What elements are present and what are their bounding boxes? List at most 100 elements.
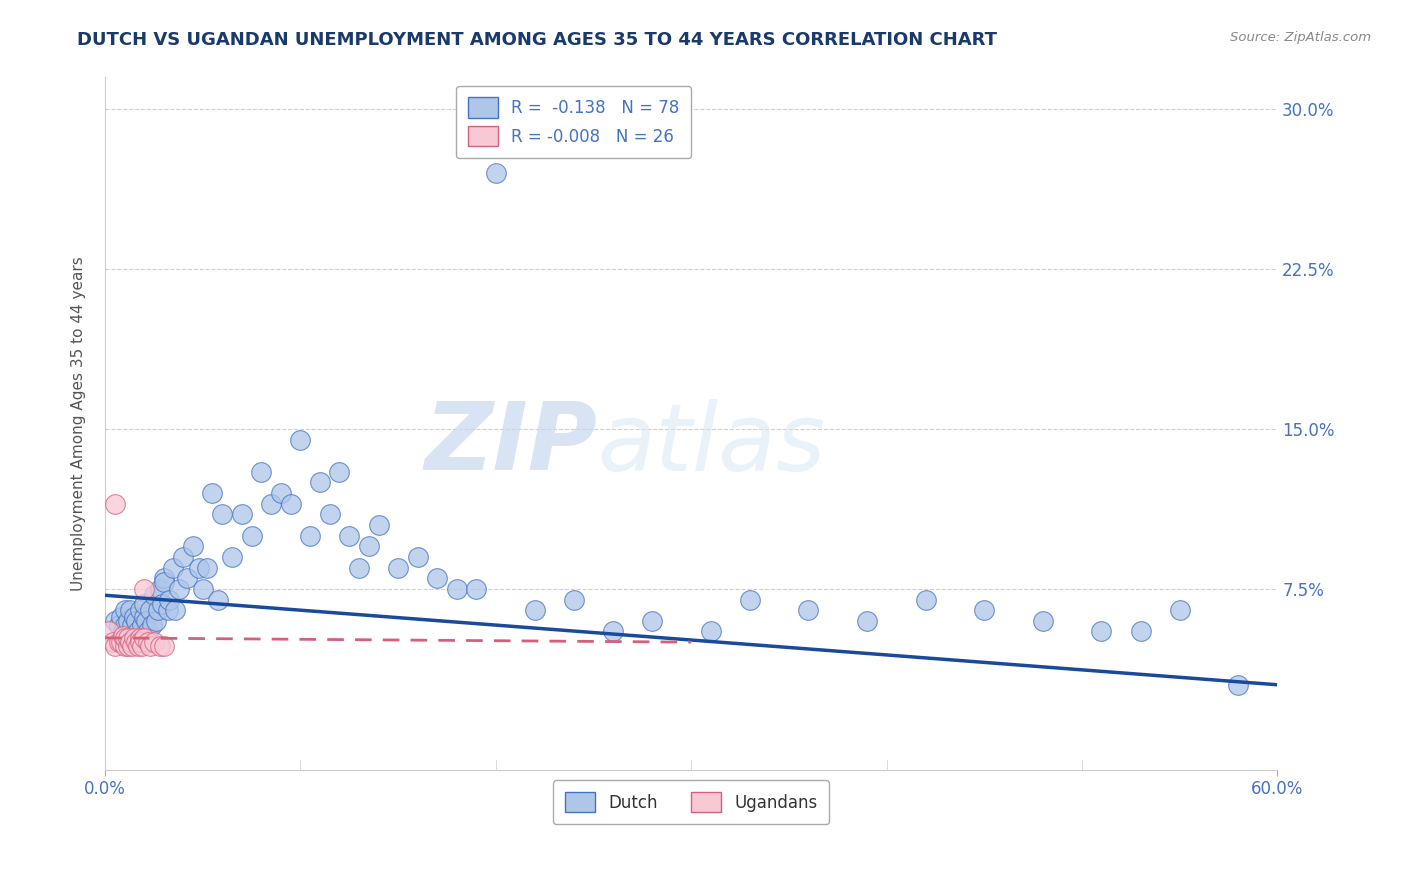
Point [641,614,664,628]
Point [142,635,165,649]
Point [129,635,152,649]
Point [562,592,585,607]
Point [1090,624,1112,639]
Point [139,640,162,654]
Point [231,508,253,522]
Point [309,475,332,490]
Point [120,635,142,649]
Point [97,624,120,639]
Point [146,603,169,617]
Point [1129,624,1152,639]
Y-axis label: Unemployment Among Ages 35 to 44 years: Unemployment Among Ages 35 to 44 years [72,256,86,591]
Point [132,582,155,596]
Point [114,640,136,654]
Point [127,640,149,654]
Point [290,433,312,447]
Point [129,631,152,645]
Point [738,592,761,607]
Point [699,624,721,639]
Point [347,560,370,574]
Point [136,624,159,639]
Point [104,614,127,628]
Text: Source: ZipAtlas.com: Source: ZipAtlas.com [1230,31,1371,45]
Point [1168,603,1191,617]
Point [101,635,124,649]
Point [328,465,350,479]
Point [114,631,136,645]
Point [145,614,167,628]
Point [114,603,136,617]
Point [131,640,153,654]
Point [240,528,263,542]
Point [523,603,546,617]
Point [602,624,624,639]
Point [159,592,181,607]
Point [110,635,132,649]
Point [110,609,132,624]
Point [132,597,155,611]
Point [124,631,146,645]
Point [201,486,224,500]
Point [367,517,389,532]
Point [250,465,273,479]
Point [121,618,143,632]
Point [181,539,204,553]
Point [1032,614,1054,628]
Point [120,603,142,617]
Point [167,582,190,596]
Point [152,640,174,654]
Point [426,571,449,585]
Point [856,614,879,628]
Point [973,603,995,617]
Point [207,592,229,607]
Point [104,640,127,654]
Point [260,497,283,511]
Point [141,618,163,632]
Point [152,571,174,585]
Point [337,528,360,542]
Point [165,603,187,617]
Point [132,609,155,624]
Point [172,549,194,564]
Point [121,640,143,654]
Point [111,624,134,639]
Point [142,588,165,602]
Point [117,640,139,654]
Point [1227,678,1250,692]
Point [914,592,936,607]
Point [107,635,129,649]
Point [357,539,380,553]
Point [104,497,127,511]
Point [114,618,136,632]
Point [132,631,155,645]
Point [280,497,302,511]
Legend: Dutch, Ugandans: Dutch, Ugandans [553,780,830,824]
Point [299,528,322,542]
Point [387,560,409,574]
Point [136,635,159,649]
Point [111,629,134,643]
Point [485,166,508,180]
Point [129,603,152,617]
Text: DUTCH VS UGANDAN UNEMPLOYMENT AMONG AGES 35 TO 44 YEARS CORRELATION CHART: DUTCH VS UGANDAN UNEMPLOYMENT AMONG AGES… [77,31,997,49]
Point [149,582,172,596]
Point [156,603,179,617]
Point [149,640,172,654]
Point [797,603,820,617]
Point [135,614,157,628]
Point [152,575,174,590]
Point [124,609,146,624]
Point [139,603,162,617]
Point [117,631,139,645]
Text: ZIP: ZIP [425,399,598,491]
Point [465,582,488,596]
Point [318,508,340,522]
Point [107,618,129,632]
Point [211,508,233,522]
Point [127,624,149,639]
Point [125,614,148,628]
Point [221,549,243,564]
Point [150,597,173,611]
Point [270,486,292,500]
Point [125,635,148,649]
